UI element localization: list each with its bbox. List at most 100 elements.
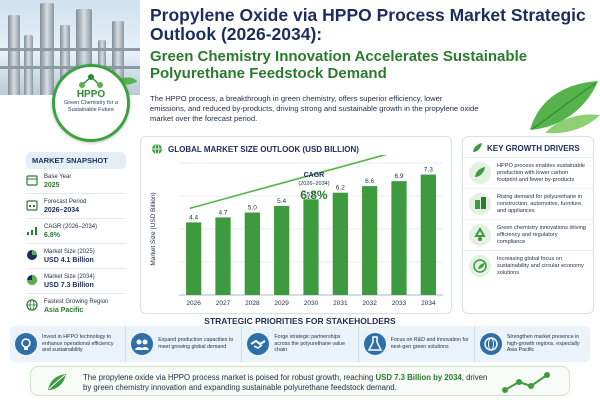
pie-chart-icon (27, 250, 37, 260)
globe-icon (479, 333, 502, 355)
snapshot-label: Fastest Growing Region (44, 299, 109, 305)
people-icon (131, 333, 154, 355)
gear-bulb-icon (15, 333, 37, 355)
key-growth-drivers: KEY GROWTH DRIVERS HPPO process enables … (462, 136, 594, 314)
drivers-heading: KEY GROWTH DRIVERS (487, 143, 580, 153)
snapshot-value: USD 7.3 Billion (44, 282, 94, 289)
recycle-icon (469, 224, 491, 246)
x-tick-label: 2034 (421, 300, 436, 307)
driver-item: HPPO process enables sustainable product… (463, 157, 593, 188)
leaf-icon (48, 374, 66, 390)
data-label: 6.2 (336, 185, 345, 192)
summary-highlight: USD 7.3 Billion by 2034 (375, 373, 462, 382)
priority-item: Expand production capacities to meet gro… (126, 326, 243, 362)
priority-item: Invest in HPPO technology to enhance ope… (10, 326, 127, 362)
priority-text: Focus on R&D and innovation for next-gen… (390, 337, 469, 350)
snapshot-heading: MARKET SNAPSHOT (26, 152, 126, 169)
driver-item: Rising demand for polyurethane in constr… (463, 188, 593, 219)
data-label: 6.6 (365, 178, 374, 185)
globe-icon (26, 299, 38, 311)
leaf-icon (473, 143, 482, 152)
summary-text: The propylene oxide via HPPO process mar… (83, 373, 488, 392)
x-tick-label: 2026 (186, 300, 201, 307)
x-tick-label: 2031 (333, 300, 348, 307)
priority-text: Strengthen market presence in high-growt… (506, 334, 580, 354)
snapshot-value: 2025 (44, 182, 60, 189)
growth-chart-icon (27, 227, 37, 235)
cagr-label: CAGR (304, 172, 325, 179)
x-tick-label: 2027 (216, 300, 231, 307)
snapshot-item: Base Year 2025 (26, 174, 126, 190)
snapshot-value: USD 4.1 Billion (44, 257, 94, 264)
bar (391, 181, 407, 295)
priority-item: Forge strategic partnerships across the … (242, 326, 359, 362)
bar-chart: Market Size (USD Billion) 4.4 2026 4.7 2027 5… (150, 155, 443, 307)
badge-subtitle: Green Chemistry for a Sustainable Future (63, 100, 119, 113)
x-tick-label: 2028 (245, 300, 260, 307)
bar (215, 217, 231, 295)
driver-text: Green chemistry innovations driving effi… (497, 224, 586, 245)
pie-chart-icon (27, 275, 37, 285)
bar (244, 212, 260, 295)
driver-text: Rising demand for polyurethane in constr… (497, 193, 583, 214)
trend-arrow (189, 155, 388, 210)
building-icon (469, 193, 491, 215)
globe-icon (152, 143, 162, 155)
intro-text: The HPPO process, a breakthrough in gree… (150, 94, 479, 123)
snapshot-value: 6.8% (44, 232, 60, 239)
snapshot-label: CAGR (2026–2034) (44, 224, 98, 230)
snapshot-label: Forecast Period (44, 199, 87, 205)
snapshot-value: Asia Pacific (44, 307, 84, 314)
hppo-badge: HPPO Green Chemistry for a Sustainable F… (52, 64, 130, 142)
priority-item: Focus on R&D and innovation for next-gen… (359, 326, 475, 362)
snapshot-value: 2026–2034 (44, 207, 80, 214)
data-label: 5.0 (248, 205, 257, 212)
priority-text: Forge strategic partnerships across the … (274, 334, 346, 354)
summary-footer: The propylene oxide via HPPO process mar… (30, 366, 570, 396)
chart-title: GLOBAL MARKET SIZE OUTLOOK (USD BILLION) (168, 144, 359, 154)
trend-line-icon (502, 372, 550, 393)
snapshot-item: Forecast Period 2026–2034 (26, 199, 126, 215)
snapshot-item: CAGR (2026–2034) 6.8% (26, 224, 126, 240)
leaves-icon (530, 81, 600, 134)
bar (274, 205, 290, 295)
snapshot-label: Base Year (44, 174, 72, 180)
handshake-icon (247, 333, 270, 355)
data-label: 4.4 (189, 214, 198, 221)
calendar-icon (26, 175, 38, 186)
globe-leaf-icon (469, 255, 491, 277)
x-tick-label: 2029 (274, 300, 289, 307)
bar (420, 174, 436, 295)
leaf-cycle-icon (469, 162, 491, 184)
driver-text: Increasing global focus on sustainabilit… (497, 255, 584, 276)
flask-icon (363, 333, 386, 355)
x-tick-label: 2030 (304, 300, 319, 307)
bar (362, 186, 378, 295)
priority-item: Strengthen market presence in high-growt… (475, 326, 590, 362)
priority-text: Expand production capacities to meet gro… (158, 337, 234, 350)
calendar-range-icon (26, 200, 38, 211)
badge-title: HPPO (76, 89, 106, 100)
molecule-icon (79, 74, 103, 88)
data-label: 5.8 (306, 191, 315, 198)
driver-item: Green chemistry innovations driving effi… (463, 219, 593, 250)
page-subtitle: Green Chemistry Innovation Accelerates S… (150, 48, 528, 82)
y-axis-label: Market Size (USD Billion) (150, 192, 157, 265)
snapshot-label: Market Size (2025) (44, 249, 95, 255)
bar (332, 192, 348, 295)
bar (303, 199, 319, 295)
x-tick-label: 2033 (392, 300, 407, 307)
snapshot-item: Market Size (2034) USD 7.3 Billion (26, 274, 126, 290)
priorities-band: Invest in HPPO technology to enhance ope… (10, 326, 590, 362)
driver-item: Increasing global focus on sustainabilit… (463, 250, 593, 281)
data-label: 4.7 (218, 209, 227, 216)
bar (186, 222, 202, 295)
snapshot-item: Fastest Growing Region Asia Pacific (26, 299, 126, 315)
cagr-period: (2026–2034) (298, 181, 329, 187)
cagr-value: 6.8% (300, 188, 328, 202)
market-snapshot: MARKET SNAPSHOT Base Year 2025 Forecast … (26, 152, 126, 315)
page-title: Propylene Oxide via HPPO Process Market … (150, 5, 586, 44)
driver-text: HPPO process enables sustainable product… (497, 162, 585, 183)
data-label: 7.3 (424, 167, 433, 174)
data-label: 6.9 (394, 173, 403, 180)
